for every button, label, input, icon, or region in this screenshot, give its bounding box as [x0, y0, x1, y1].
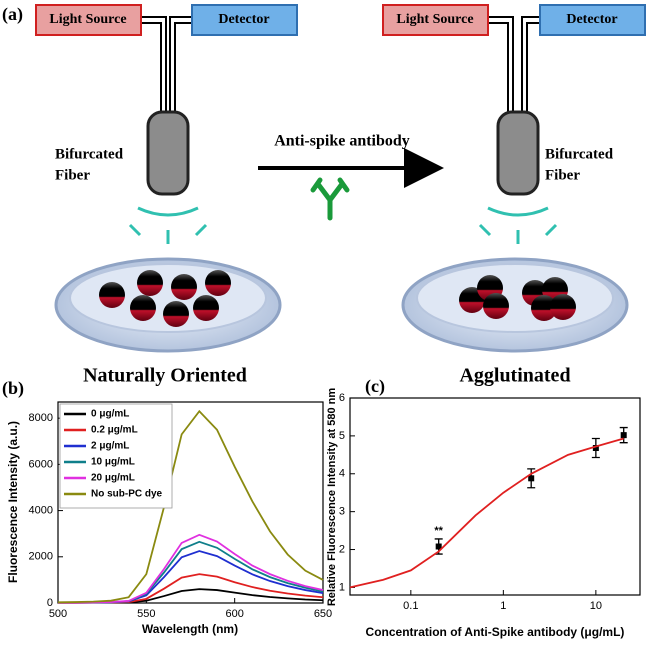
detector-box [539, 4, 646, 36]
particles [99, 270, 231, 327]
fiber [496, 110, 540, 196]
particle [531, 295, 557, 321]
y-tick-label: 4000 [29, 504, 53, 516]
setup-right: Light Source Detector Bifurcated Fiber A… [382, 4, 646, 387]
detector-label: Detector [566, 12, 617, 27]
light-source-box [35, 4, 142, 36]
point-label: ** [434, 525, 443, 537]
dish-inner [416, 263, 614, 333]
particle [163, 301, 189, 327]
cable [174, 22, 192, 115]
cable [141, 16, 167, 115]
x-tick-label: 500 [49, 608, 67, 620]
plot-frame [57, 401, 324, 604]
cable [488, 16, 514, 115]
x-tick-label: 550 [137, 608, 155, 620]
x-tick-label: 0.1 [403, 600, 418, 612]
plot-frame [349, 397, 641, 596]
x-axis-label: Concentration of Anti-Spike antibody (μg… [366, 625, 625, 639]
fiber-label: Bifurcated [55, 146, 124, 162]
legend-box [59, 403, 173, 509]
legend-label: 0.2 μg/mL [91, 425, 138, 436]
light-source-label: Light Source [49, 12, 126, 27]
data-point [620, 432, 627, 439]
particle [483, 293, 509, 319]
y-axis-label: Relative Fluorescence Intensity at 580 n… [326, 388, 338, 606]
caption: Agglutinated [459, 365, 570, 387]
setup-left: Light Source Detector Bifurcated Fiber N… [35, 4, 298, 387]
light-source-label: Light Source [396, 12, 473, 27]
panel-label: (b) [2, 378, 24, 399]
y-tick-label: 3 [339, 506, 345, 518]
x-tick-label: 1 [500, 600, 506, 612]
legend-label: 10 μg/mL [91, 457, 135, 468]
particle [137, 270, 163, 296]
light-arc [487, 206, 549, 217]
cable [169, 16, 192, 115]
particle [550, 294, 576, 320]
antibody-icon [310, 177, 350, 221]
light-arc [137, 206, 199, 217]
data-point [435, 543, 442, 550]
arrow-label: Anti-spike antibody [274, 133, 410, 150]
fiber-label: Fiber [545, 167, 580, 183]
series-line [58, 533, 324, 604]
series-line [57, 409, 324, 604]
light-rays [478, 223, 558, 244]
fiber [146, 110, 190, 196]
series-line [58, 550, 324, 604]
light-source-box [382, 4, 489, 36]
y-axis-label: Fluorescence Intensity (a.u.) [6, 421, 20, 583]
particles [459, 275, 576, 321]
light-rays [128, 223, 208, 244]
x-tick-label: 600 [225, 608, 243, 620]
y-tick-label: 2 [339, 543, 345, 555]
y-tick-label: 6000 [29, 458, 53, 470]
particle [205, 270, 231, 296]
cable [141, 22, 162, 115]
cable [521, 16, 540, 115]
y-tick-label: 1 [339, 581, 345, 593]
legend-label: No sub-PC dye [91, 489, 163, 500]
series-line [349, 437, 624, 589]
y-tick-label: 0 [47, 597, 53, 609]
legend-label: 20 μg/mL [91, 473, 135, 484]
fiber-label: Bifurcated [545, 146, 614, 162]
caption: Naturally Oriented [83, 365, 247, 387]
particle [130, 295, 156, 321]
legend-label: 0 μg/mL [91, 409, 129, 420]
x-axis-label: Wavelength (nm) [142, 622, 238, 636]
x-tick-label: 10 [590, 600, 602, 612]
y-tick-label: 5 [339, 430, 345, 442]
y-tick-label: 4 [339, 468, 345, 480]
detector-label: Detector [218, 12, 269, 27]
panel-label: (c) [365, 376, 385, 397]
data-point [528, 475, 535, 482]
detector-box [191, 4, 298, 36]
particle [99, 282, 125, 308]
cable [488, 22, 509, 115]
particle [193, 295, 219, 321]
y-tick-label: 6 [339, 392, 345, 404]
y-tick-label: 8000 [29, 412, 53, 424]
cable [526, 22, 540, 115]
panel-label: (a) [2, 4, 23, 25]
y-tick-label: 2000 [29, 551, 53, 563]
fiber-label: Fiber [55, 167, 90, 183]
data-point [592, 445, 599, 452]
legend-label: 2 μg/mL [91, 441, 129, 452]
particle [171, 274, 197, 300]
x-tick-label: 650 [314, 608, 332, 620]
